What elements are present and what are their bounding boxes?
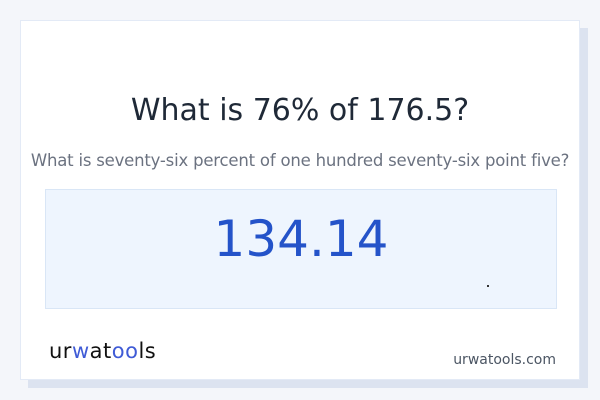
page-subtitle: What is seventy-six percent of one hundr… bbox=[30, 151, 570, 170]
urwatools-logo: urwatools bbox=[49, 339, 157, 363]
page-title: What is 76% of 176.5? bbox=[130, 93, 470, 128]
result-card: What is 76% of 176.5? What is seventy-si… bbox=[20, 20, 580, 380]
result-value: 134.14 bbox=[213, 210, 389, 268]
dot-mark bbox=[487, 285, 489, 287]
result-box: 134.14 bbox=[45, 189, 557, 309]
site-url: urwatools.com bbox=[453, 352, 556, 368]
